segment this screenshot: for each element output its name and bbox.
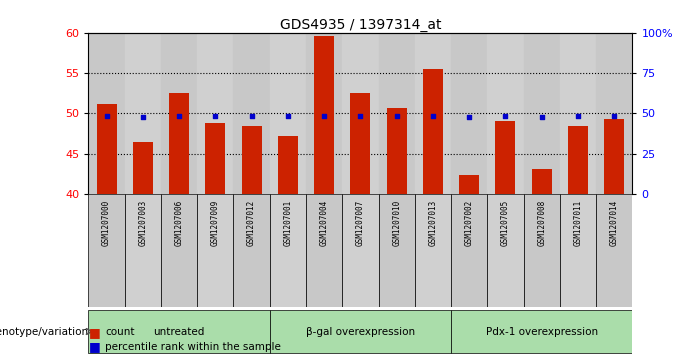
Bar (133, 142, 153, 194)
Bar (605, 119, 624, 194)
Bar (205, 123, 225, 194)
Point (573, 113, 583, 119)
Bar (306, 33, 342, 194)
Text: genotype/variation: genotype/variation (0, 326, 88, 337)
Bar (342, 194, 379, 307)
Bar (488, 194, 524, 307)
Bar (415, 194, 451, 307)
Bar (306, 194, 342, 307)
Point (464, 114, 475, 120)
Point (319, 113, 330, 119)
Point (282, 114, 293, 119)
Point (137, 114, 148, 119)
Bar (496, 121, 515, 194)
Text: GSM1207002: GSM1207002 (464, 200, 474, 246)
Bar (270, 33, 306, 194)
Bar (124, 33, 161, 194)
Text: GSM1207003: GSM1207003 (138, 200, 148, 246)
Bar (387, 108, 407, 194)
Text: GSM1207013: GSM1207013 (428, 200, 437, 246)
Bar (161, 33, 197, 194)
Bar (423, 69, 443, 194)
Bar (241, 126, 262, 194)
Bar (97, 104, 116, 194)
Bar (560, 33, 596, 194)
Bar (270, 310, 451, 353)
Bar (233, 33, 270, 194)
Point (210, 113, 221, 119)
Bar (568, 126, 588, 194)
Text: GSM1207004: GSM1207004 (320, 200, 328, 246)
Point (391, 113, 402, 119)
Text: GSM1207008: GSM1207008 (537, 200, 546, 246)
Bar (451, 33, 488, 194)
Point (355, 113, 366, 119)
Point (609, 113, 619, 119)
Bar (532, 169, 551, 194)
Text: GSM1207011: GSM1207011 (573, 200, 583, 246)
Bar (459, 175, 479, 194)
Text: ■: ■ (88, 340, 100, 353)
Text: GSM1207010: GSM1207010 (392, 200, 401, 246)
Text: β-gal overexpression: β-gal overexpression (306, 326, 415, 337)
Point (500, 113, 511, 119)
Point (246, 113, 257, 119)
Bar (161, 194, 197, 307)
Bar (88, 310, 270, 353)
Text: count: count (105, 327, 135, 337)
Bar (197, 194, 233, 307)
Text: ■: ■ (88, 326, 100, 339)
Bar (451, 194, 488, 307)
Bar (379, 194, 415, 307)
Point (101, 113, 112, 119)
Bar (524, 33, 560, 194)
Bar (524, 194, 560, 307)
Bar (379, 33, 415, 194)
Bar (488, 33, 524, 194)
Text: GSM1207007: GSM1207007 (356, 200, 365, 246)
Bar (415, 33, 451, 194)
Title: GDS4935 / 1397314_at: GDS4935 / 1397314_at (279, 18, 441, 32)
Bar (88, 33, 124, 194)
Bar (350, 93, 371, 194)
Bar (314, 36, 334, 194)
Point (537, 114, 547, 120)
Bar (88, 194, 124, 307)
Bar (270, 194, 306, 307)
Text: untreated: untreated (154, 326, 205, 337)
Bar (197, 33, 233, 194)
Bar (560, 194, 596, 307)
Text: Pdx-1 overexpression: Pdx-1 overexpression (486, 326, 598, 337)
Text: GSM1207000: GSM1207000 (102, 200, 111, 246)
Text: percentile rank within the sample: percentile rank within the sample (105, 342, 282, 352)
Bar (451, 310, 632, 353)
Text: GSM1207001: GSM1207001 (284, 200, 292, 246)
Bar (596, 194, 632, 307)
Bar (278, 136, 298, 194)
Bar (596, 33, 632, 194)
Point (173, 113, 184, 119)
Point (428, 113, 439, 119)
Bar (124, 194, 161, 307)
Bar (233, 194, 270, 307)
Text: GSM1207006: GSM1207006 (175, 200, 184, 246)
Bar (169, 93, 189, 194)
Text: GSM1207009: GSM1207009 (211, 200, 220, 246)
Text: GSM1207014: GSM1207014 (610, 200, 619, 246)
Text: GSM1207005: GSM1207005 (501, 200, 510, 246)
Text: GSM1207012: GSM1207012 (247, 200, 256, 246)
Bar (342, 33, 379, 194)
